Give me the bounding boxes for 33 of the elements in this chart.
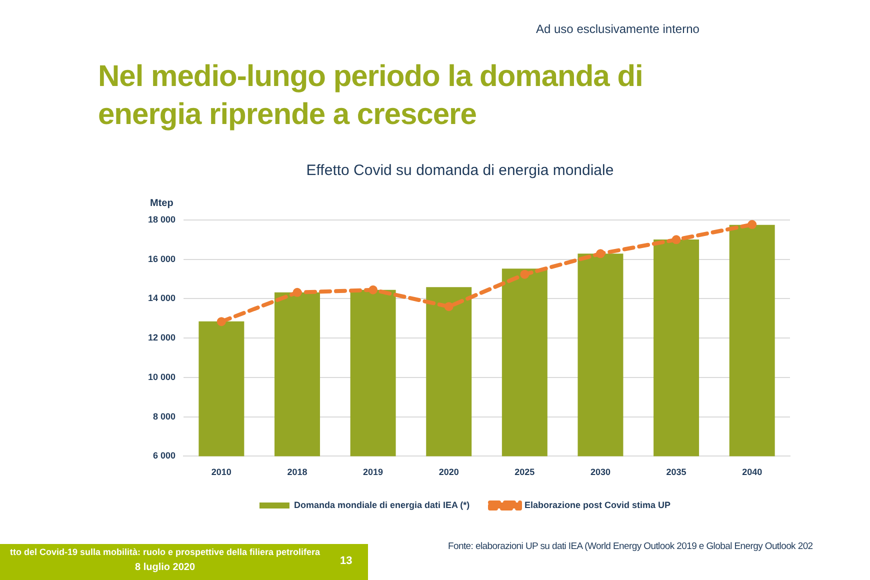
y-tick-label: 6 000 bbox=[152, 450, 176, 461]
point bbox=[216, 317, 226, 326]
point bbox=[368, 285, 378, 294]
legend-label: Domanda mondiale di energia dati IEA (*) bbox=[294, 500, 470, 510]
x-tick-label: 2025 bbox=[514, 467, 535, 478]
point bbox=[672, 235, 681, 244]
legend-label: Elaborazione post Covid stima UP bbox=[524, 500, 671, 510]
text: tto del Covid-19 sulla mobilità: ruolo e prospettive della filiera petrolifera bbox=[8, 547, 322, 557]
y-axis-title: Mtep bbox=[150, 198, 174, 209]
y-tick-label: 10 000 bbox=[148, 372, 176, 382]
point bbox=[748, 220, 757, 230]
text: Ad uso esclusivamente interno bbox=[536, 22, 700, 36]
y-tick-label: 14 000 bbox=[148, 293, 176, 304]
text: 8 luglio 2020 bbox=[134, 562, 196, 573]
chart-subtitle: Effetto Covid su domanda di energia mondiale bbox=[305, 162, 615, 179]
y-tick-label: 18 000 bbox=[148, 214, 176, 224]
source-note: Fonte: elaborazioni UP su dati IEA (World Energy Outlook 2019 e Global Energy Outlook 202 bbox=[448, 541, 813, 552]
point bbox=[444, 302, 454, 312]
x-tick-label: 2030 bbox=[590, 467, 610, 478]
point bbox=[596, 249, 605, 258]
text: 13 bbox=[340, 555, 352, 567]
x-tick-label: 2019 bbox=[363, 467, 384, 478]
x-tick-label: 2010 bbox=[211, 467, 232, 478]
y-tick-label: 16 000 bbox=[148, 254, 176, 264]
y-tick-label: 12 000 bbox=[148, 332, 176, 343]
x-tick-label: 2035 bbox=[666, 467, 686, 478]
x-tick-label: 2018 bbox=[287, 467, 308, 478]
point bbox=[292, 288, 302, 297]
y-tick-label: 8 000 bbox=[152, 411, 176, 422]
point bbox=[520, 270, 530, 279]
chart-title: Nel medio-lungo periodo la domanda di energia riprende a crescere bbox=[98, 59, 644, 133]
x-tick-label: 2040 bbox=[742, 467, 762, 478]
x-tick-label: 2020 bbox=[438, 467, 459, 478]
